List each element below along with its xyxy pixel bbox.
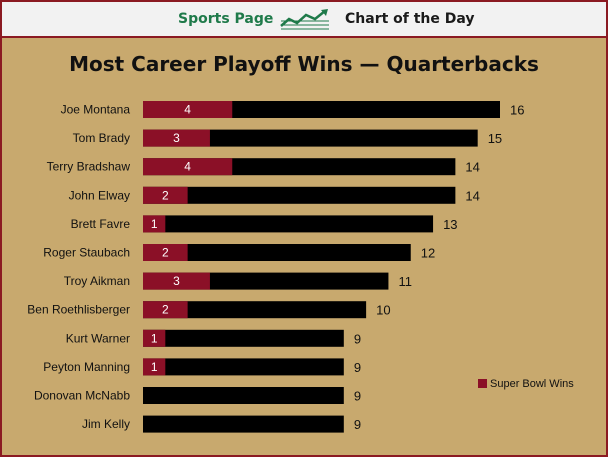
super-bowl-wins-bar <box>143 101 233 118</box>
total-data-label: 12 <box>421 246 435 261</box>
playoff-wins-bar <box>143 186 456 204</box>
category-label: Brett Favre <box>71 217 131 231</box>
super-bowl-wins-bar <box>143 129 210 147</box>
super-bowl-data-label: 2 <box>162 246 169 260</box>
category-label: Peyton Manning <box>43 360 130 374</box>
total-data-label: 14 <box>465 188 479 203</box>
legend-swatch-super-bowl <box>478 379 487 388</box>
playoff-wins-bar <box>143 129 478 147</box>
total-data-label: 11 <box>398 274 412 289</box>
total-data-label: 9 <box>354 360 361 375</box>
total-data-label: 9 <box>354 331 361 346</box>
category-label: Jim Kelly <box>82 417 130 431</box>
total-data-label: 13 <box>443 217 457 232</box>
category-label: Roger Staubach <box>43 246 130 260</box>
super-bowl-wins-bar <box>143 215 166 233</box>
super-bowl-wins-bar <box>143 329 166 347</box>
category-label: John Elway <box>69 188 130 202</box>
playoff-wins-bar <box>143 244 411 261</box>
super-bowl-data-label: 3 <box>173 131 180 145</box>
category-label: Kurt Warner <box>66 331 130 345</box>
super-bowl-data-label: 2 <box>162 188 169 202</box>
total-data-label: 9 <box>354 417 361 432</box>
super-bowl-data-label: 1 <box>151 360 158 374</box>
category-label: Tom Brady <box>73 131 130 145</box>
super-bowl-wins-bar <box>143 186 188 204</box>
category-label: Troy Aikman <box>64 274 130 288</box>
super-bowl-wins-bar <box>143 158 233 176</box>
super-bowl-data-label: 4 <box>184 160 191 174</box>
total-data-label: 16 <box>510 103 524 118</box>
category-label: Terry Bradshaw <box>47 160 131 174</box>
total-data-label: 9 <box>354 389 361 404</box>
total-data-label: 10 <box>376 303 390 318</box>
header-right-label: Chart of the Day <box>345 11 475 27</box>
header-banner: Sports Page Chart of the Day <box>2 2 606 38</box>
super-bowl-data-label: 2 <box>162 303 169 317</box>
playoff-wins-bar <box>143 329 344 347</box>
legend: Super Bowl Wins <box>478 378 574 390</box>
super-bowl-wins-bar <box>143 358 166 376</box>
playoff-wins-bar <box>143 301 367 319</box>
super-bowl-data-label: 1 <box>151 331 158 345</box>
super-bowl-data-label: 1 <box>151 217 158 231</box>
header-left-label: Sports Page <box>178 11 274 27</box>
playoff-wins-bar <box>143 215 434 233</box>
super-bowl-data-label: 3 <box>173 274 180 288</box>
trend-line-chart-icon <box>280 9 329 30</box>
category-label: Ben Roethlisberger <box>27 303 130 317</box>
playoff-wins-bar <box>143 387 344 404</box>
playoff-wins-bar <box>143 415 344 433</box>
chart-title: Most Career Playoff Wins — Quarterbacks <box>69 52 539 76</box>
total-data-label: 15 <box>488 131 502 146</box>
super-bowl-wins-bar <box>143 301 188 319</box>
super-bowl-wins-bar <box>143 272 210 290</box>
super-bowl-wins-bar <box>143 244 188 261</box>
legend-label: Super Bowl Wins <box>490 378 574 390</box>
total-data-label: 14 <box>465 160 479 175</box>
super-bowl-data-label: 4 <box>184 103 191 117</box>
category-label: Donovan McNabb <box>34 389 130 403</box>
category-label: Joe Montana <box>61 103 131 117</box>
playoff-wins-bar <box>143 358 344 376</box>
